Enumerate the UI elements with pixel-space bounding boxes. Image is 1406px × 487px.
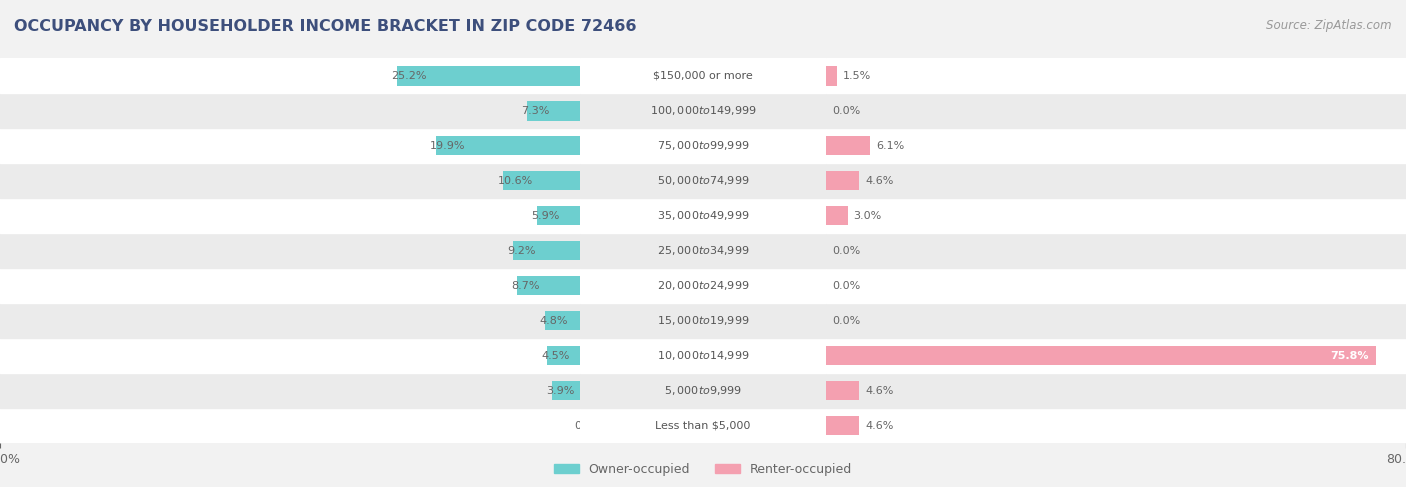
Text: $50,000 to $74,999: $50,000 to $74,999 <box>657 174 749 187</box>
Bar <box>581 408 825 443</box>
Bar <box>825 338 1406 373</box>
Bar <box>825 381 859 400</box>
Text: 1.5%: 1.5% <box>842 71 870 81</box>
Bar <box>0 338 581 373</box>
Bar <box>537 206 581 225</box>
Bar <box>581 268 825 303</box>
Bar <box>581 233 825 268</box>
Text: 8.7%: 8.7% <box>512 281 540 291</box>
Bar <box>0 233 581 268</box>
Text: 4.8%: 4.8% <box>540 316 568 326</box>
Bar <box>825 346 1375 365</box>
Bar <box>825 163 1406 198</box>
Bar <box>581 129 825 163</box>
Bar <box>581 338 825 373</box>
Bar <box>581 198 825 233</box>
Bar <box>581 373 825 408</box>
Text: OCCUPANCY BY HOUSEHOLDER INCOME BRACKET IN ZIP CODE 72466: OCCUPANCY BY HOUSEHOLDER INCOME BRACKET … <box>14 19 637 35</box>
Bar <box>825 206 848 225</box>
Text: Source: ZipAtlas.com: Source: ZipAtlas.com <box>1267 19 1392 33</box>
Text: 4.6%: 4.6% <box>865 386 894 396</box>
Bar <box>825 94 1406 129</box>
Bar <box>0 198 581 233</box>
Text: 3.9%: 3.9% <box>546 386 574 396</box>
Text: 4.6%: 4.6% <box>865 176 894 186</box>
Bar <box>825 58 1406 94</box>
Bar <box>0 58 581 94</box>
Text: $35,000 to $49,999: $35,000 to $49,999 <box>657 209 749 223</box>
Bar <box>825 268 1406 303</box>
Bar <box>581 58 825 94</box>
Text: 3.0%: 3.0% <box>853 211 882 221</box>
Text: $15,000 to $19,999: $15,000 to $19,999 <box>657 314 749 327</box>
Bar <box>825 129 1406 163</box>
Bar <box>436 136 581 155</box>
Text: 9.2%: 9.2% <box>508 246 536 256</box>
Text: 25.2%: 25.2% <box>391 71 427 81</box>
Bar <box>0 268 581 303</box>
Legend: Owner-occupied, Renter-occupied: Owner-occupied, Renter-occupied <box>548 458 858 481</box>
Text: Less than $5,000: Less than $5,000 <box>655 421 751 431</box>
Text: 4.6%: 4.6% <box>865 421 894 431</box>
Bar <box>825 373 1406 408</box>
Bar <box>825 233 1406 268</box>
Bar <box>398 66 581 86</box>
Text: 0.0%: 0.0% <box>832 246 860 256</box>
Bar <box>546 311 581 330</box>
Text: $25,000 to $34,999: $25,000 to $34,999 <box>657 244 749 257</box>
Bar <box>517 276 581 296</box>
Bar <box>825 303 1406 338</box>
Bar <box>0 129 581 163</box>
Bar <box>581 94 825 129</box>
Text: $75,000 to $99,999: $75,000 to $99,999 <box>657 139 749 152</box>
Bar <box>0 163 581 198</box>
Bar <box>0 94 581 129</box>
Bar <box>547 346 581 365</box>
Bar <box>551 381 581 400</box>
Bar <box>581 303 825 338</box>
Bar <box>825 408 1406 443</box>
Text: $10,000 to $14,999: $10,000 to $14,999 <box>657 349 749 362</box>
Text: 4.5%: 4.5% <box>541 351 569 361</box>
Bar <box>825 171 859 190</box>
Bar <box>581 163 825 198</box>
Text: 0.0%: 0.0% <box>832 106 860 116</box>
Text: 0.0%: 0.0% <box>832 316 860 326</box>
Bar <box>825 66 837 86</box>
Bar <box>527 101 581 120</box>
Text: 7.3%: 7.3% <box>522 106 550 116</box>
Bar <box>513 241 581 261</box>
Text: 0.0%: 0.0% <box>574 421 602 431</box>
Text: $150,000 or more: $150,000 or more <box>654 71 752 81</box>
Bar <box>503 171 581 190</box>
Text: 6.1%: 6.1% <box>876 141 904 151</box>
Text: 5.9%: 5.9% <box>531 211 560 221</box>
Text: $5,000 to $9,999: $5,000 to $9,999 <box>664 384 742 397</box>
Text: $20,000 to $24,999: $20,000 to $24,999 <box>657 279 749 292</box>
Text: 19.9%: 19.9% <box>430 141 465 151</box>
Text: $100,000 to $149,999: $100,000 to $149,999 <box>650 104 756 117</box>
Bar <box>825 416 859 435</box>
Text: 0.0%: 0.0% <box>832 281 860 291</box>
Bar <box>825 136 870 155</box>
Bar <box>0 303 581 338</box>
Text: 75.8%: 75.8% <box>1330 351 1368 361</box>
Bar <box>825 198 1406 233</box>
Text: 10.6%: 10.6% <box>498 176 533 186</box>
Bar <box>0 408 581 443</box>
Bar <box>0 373 581 408</box>
